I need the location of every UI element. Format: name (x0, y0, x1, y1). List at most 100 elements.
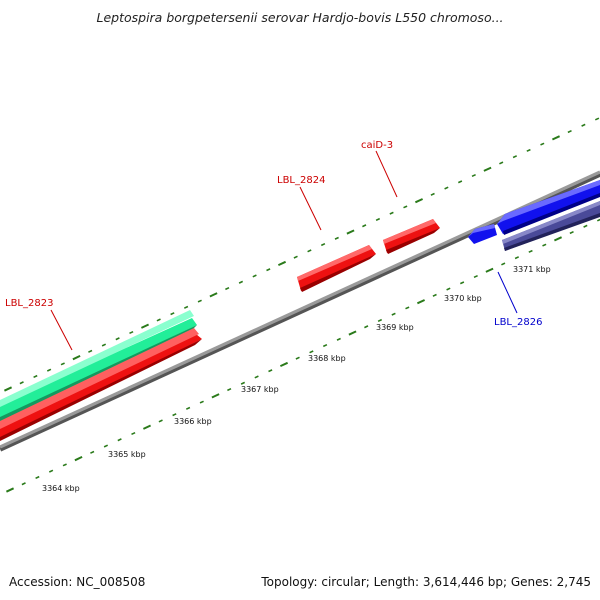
inner-tick (528, 249, 533, 253)
outer-tick (197, 299, 202, 303)
gene-caiD-3[interactable] (383, 219, 440, 254)
inner-tick (131, 431, 136, 436)
tick-label-3369: 3369 kbp (376, 323, 414, 332)
inner-tick (74, 455, 83, 462)
tick-label-3365: 3365 kbp (108, 450, 146, 459)
outer-tick (581, 123, 586, 127)
inner-tick (62, 463, 67, 467)
gene-navy[interactable] (502, 201, 600, 251)
inner-tick (553, 236, 563, 242)
inner-tick (542, 243, 547, 247)
outer-tick (183, 305, 189, 309)
inner-tick (322, 343, 328, 348)
inner-tick (185, 406, 191, 410)
inner-tick (90, 450, 95, 454)
leader-LBL_2823 (50, 309, 73, 351)
gene-LBL_2824[interactable] (297, 245, 376, 292)
inner-tick (432, 293, 437, 297)
outer-tick (414, 198, 424, 204)
leader-LBL_2824 (299, 186, 322, 231)
inner-tick (501, 262, 506, 266)
inner-tick (377, 318, 383, 323)
inner-tick (117, 438, 122, 442)
inner-tick (295, 356, 300, 360)
inner-tick (416, 299, 426, 305)
outer-tick (238, 280, 244, 284)
outer-tick (170, 312, 175, 316)
outer-tick (375, 217, 381, 222)
outer-tick (551, 135, 561, 141)
outer-tick (471, 173, 476, 178)
inner-tick (227, 387, 232, 392)
outer-tick (46, 368, 52, 372)
outer-tick (594, 117, 600, 121)
label-LBL_2826[interactable]: LBL_2826 (494, 317, 542, 328)
outer-tick (483, 166, 492, 172)
inner-tick (473, 274, 478, 279)
outer-tick (277, 260, 287, 267)
inner-tick (211, 393, 220, 399)
inner-tick (142, 424, 152, 430)
gene-features (0, 180, 600, 441)
tick-label-3371: 3371 kbp (513, 265, 551, 274)
inner-tick (199, 400, 204, 404)
outer-tick (499, 161, 504, 165)
outer-tick (430, 192, 435, 196)
outer-tick (88, 349, 93, 353)
inner-tick (48, 469, 54, 473)
inner-tick (103, 444, 109, 448)
inner-tick (583, 224, 588, 228)
inner-tick (279, 361, 289, 368)
gene-red-long[interactable] (0, 328, 202, 441)
inner-tick (21, 482, 26, 486)
outer-tick-row (3, 117, 600, 392)
outer-tick (101, 343, 107, 347)
outer-tick (209, 292, 218, 298)
outer-tick (225, 286, 230, 291)
outer-tick (72, 354, 81, 361)
gene-labels: LBL_2823 LBL_2824 caiD-3 LBL_2826 (5, 140, 542, 351)
inner-tick (569, 230, 574, 235)
tick-labels: 3364 kbp 3365 kbp 3366 kbp 3367 kbp 3368… (42, 265, 551, 493)
outer-tick (540, 142, 545, 146)
outer-tick (334, 236, 339, 240)
inner-tick (35, 475, 40, 480)
inner-tick (348, 330, 357, 336)
inner-tick (405, 306, 410, 310)
outer-tick (129, 330, 134, 335)
leader-caiD-3 (375, 150, 398, 198)
outer-tick (457, 180, 463, 184)
gene-small-blue[interactable] (468, 224, 497, 244)
tick-label-3366: 3366 kbp (174, 417, 212, 426)
inner-tick (596, 218, 600, 222)
outer-tick (115, 337, 120, 341)
outer-tick (512, 155, 518, 159)
gene-LBL_2826[interactable] (497, 180, 600, 235)
outer-tick (362, 224, 367, 228)
tick-label-3370: 3370 kbp (444, 294, 482, 303)
outer-tick (567, 129, 572, 134)
outer-tick (403, 205, 408, 209)
outer-tick (33, 374, 38, 379)
label-caiD-3[interactable]: caiD-3 (361, 140, 393, 151)
inner-tick (485, 267, 494, 273)
outer-tick (307, 249, 312, 253)
inner-tick (446, 287, 451, 291)
map-title: Leptospira borgpetersenii serovar Hardjo… (96, 10, 504, 25)
outer-tick (346, 229, 355, 235)
outer-tick (60, 362, 65, 366)
tick-label-3364: 3364 kbp (42, 484, 80, 493)
inner-tick (309, 350, 314, 354)
tick-label-3368: 3368 kbp (308, 354, 346, 363)
genome-summary-text: Topology: circular; Length: 3,614,446 bp… (261, 575, 591, 589)
outer-tick (293, 255, 298, 259)
outer-tick (526, 148, 531, 152)
label-LBL_2824[interactable]: LBL_2824 (277, 175, 325, 186)
inner-tick (459, 281, 465, 285)
outer-tick (140, 323, 150, 329)
outer-tick (444, 186, 449, 190)
outer-tick (3, 386, 13, 392)
inner-tick (172, 413, 177, 417)
label-LBL_2823[interactable]: LBL_2823 (5, 298, 53, 309)
